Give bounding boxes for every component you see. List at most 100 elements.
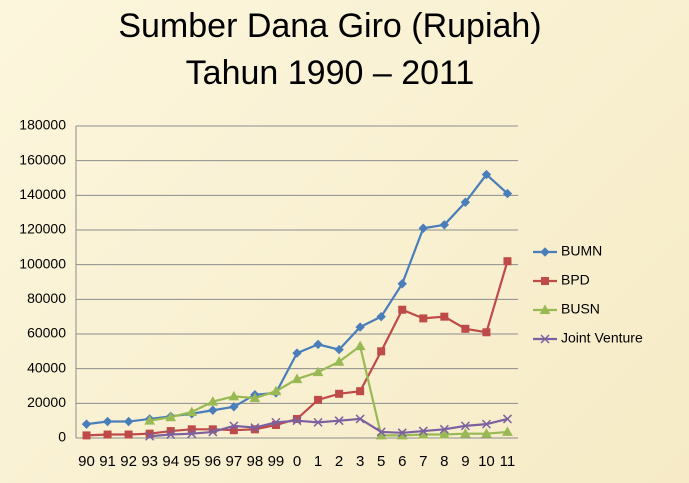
marker: [502, 414, 513, 424]
marker: [312, 366, 324, 377]
y-tick-label: 20000: [27, 394, 66, 410]
x-tick-label: 10: [478, 453, 495, 470]
marker: [271, 417, 281, 427]
marker: [187, 429, 197, 439]
y-tick-label: 140000: [19, 186, 66, 202]
marker: [355, 414, 365, 424]
marker: [250, 425, 259, 434]
marker: [377, 347, 386, 356]
marker: [482, 328, 491, 337]
marker: [481, 169, 492, 180]
marker: [503, 257, 512, 266]
chart-title: Sumber Dana Giro (Rupiah): [118, 7, 541, 45]
marker: [440, 312, 449, 321]
marker: [249, 392, 261, 403]
marker: [460, 421, 470, 431]
marker: [540, 334, 550, 344]
marker: [398, 305, 407, 314]
x-tick-label: 5: [377, 453, 385, 470]
y-tick-label: 40000: [27, 359, 66, 375]
marker: [82, 431, 91, 440]
y-tick-label: 160000: [19, 151, 66, 167]
x-tick-label: 3: [356, 453, 364, 470]
marker: [502, 426, 513, 436]
marker: [419, 314, 428, 323]
x-tick-label: 93: [141, 453, 158, 470]
marker: [102, 416, 113, 427]
x-tick-label: 0: [293, 453, 301, 470]
marker: [541, 277, 549, 285]
y-tick-label: 80000: [27, 290, 66, 306]
marker: [186, 406, 198, 416]
marker: [439, 424, 449, 434]
marker: [397, 428, 407, 438]
legend-label: BUSN: [561, 301, 600, 317]
marker: [335, 389, 344, 398]
marker: [314, 395, 323, 404]
marker: [208, 427, 218, 437]
marker: [292, 416, 302, 426]
marker: [145, 431, 155, 441]
x-tick-label: 97: [226, 453, 243, 470]
marker: [166, 430, 176, 440]
marker: [208, 405, 218, 415]
marker: [270, 385, 282, 396]
marker: [291, 373, 303, 384]
x-tick-label: 98: [247, 453, 264, 470]
legend-label: Joint Venture: [561, 330, 643, 346]
x-tick-label: 7: [419, 453, 427, 470]
marker: [481, 428, 492, 438]
marker: [124, 430, 133, 439]
x-tick-label: 94: [162, 453, 179, 470]
x-tick-label: 95: [183, 453, 200, 470]
marker: [418, 223, 428, 233]
marker: [229, 421, 239, 431]
marker: [376, 427, 386, 437]
series-line: [149, 417, 508, 438]
legend-label: BPD: [561, 272, 590, 288]
x-tick-label: 6: [398, 453, 406, 470]
marker: [229, 402, 239, 412]
marker: [165, 411, 177, 422]
y-tick-label: 0: [58, 429, 66, 445]
marker: [313, 417, 323, 427]
marker: [250, 423, 260, 433]
x-tick-label: 90: [78, 453, 95, 470]
x-tick-label: 8: [440, 453, 448, 470]
marker: [481, 419, 491, 429]
marker: [356, 387, 365, 396]
marker: [397, 279, 407, 289]
x-tick-label: 11: [500, 453, 516, 470]
marker: [354, 340, 366, 351]
marker: [144, 415, 156, 425]
y-tick-label: 100000: [19, 255, 66, 271]
marker: [438, 429, 450, 439]
marker: [123, 416, 134, 427]
x-tick-label: 91: [99, 453, 116, 470]
x-tick-label: 2: [335, 453, 343, 470]
chart-title: Tahun 1990 – 2011: [186, 54, 475, 92]
marker: [207, 396, 219, 406]
marker: [540, 247, 550, 257]
marker: [539, 304, 551, 314]
marker: [334, 416, 344, 426]
marker: [439, 220, 450, 230]
marker: [355, 322, 365, 332]
marker: [334, 344, 344, 355]
marker: [228, 390, 240, 401]
x-tick-label: 1: [314, 453, 322, 470]
marker: [461, 324, 470, 333]
marker: [418, 426, 428, 436]
marker: [502, 188, 513, 199]
y-tick-label: 120000: [19, 221, 66, 237]
marker: [103, 430, 112, 439]
marker: [292, 348, 302, 358]
marker: [313, 339, 323, 350]
marker: [293, 414, 301, 423]
series-line: [86, 260, 509, 437]
x-tick-label: 92: [120, 453, 137, 470]
marker: [460, 428, 471, 438]
marker: [333, 356, 345, 366]
y-tick-label: 60000: [27, 325, 66, 341]
y-tick-label: 180000: [19, 117, 66, 133]
